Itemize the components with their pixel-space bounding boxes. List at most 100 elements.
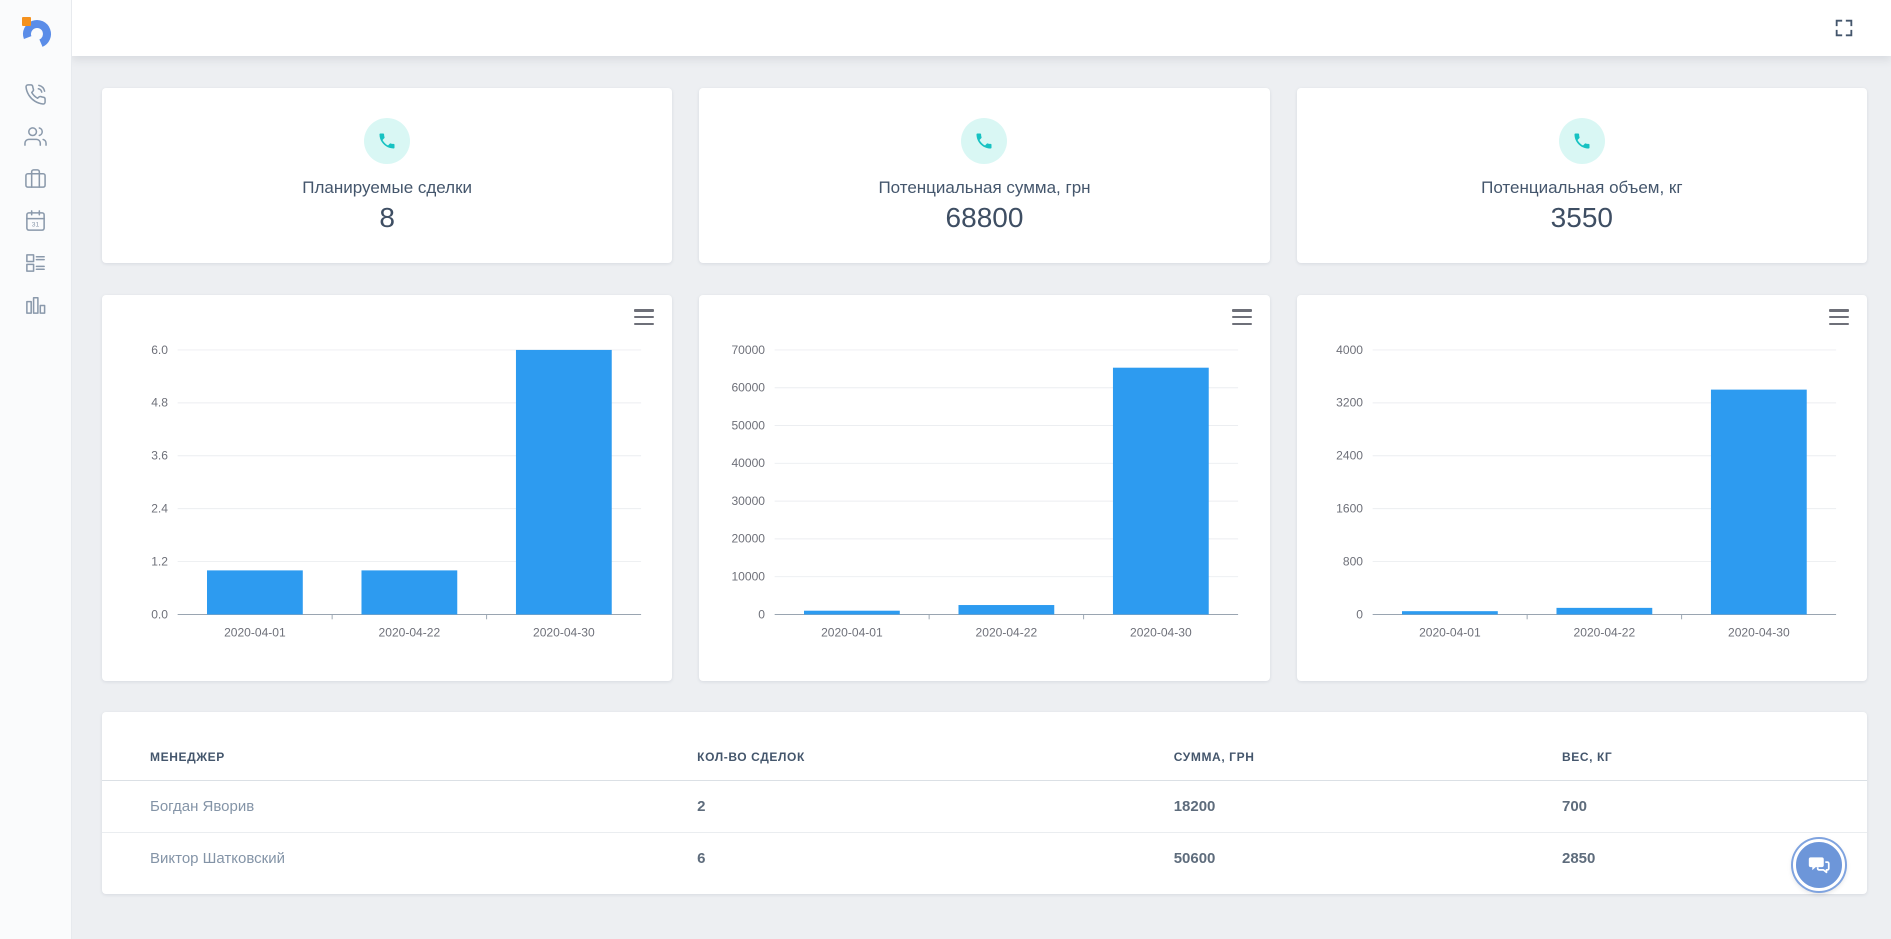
svg-text:10000: 10000 (732, 570, 766, 584)
svg-text:31: 31 (32, 221, 40, 228)
table-row: Богдан Яворив 2 18200 700 (102, 780, 1867, 833)
value-cell: 6 (697, 850, 706, 867)
bar (804, 610, 901, 615)
phone-icon (976, 133, 992, 148)
charts-row: 0.0 1.2 2.4 3.6 4.8 6.0 2020-04-01 2020-04-22 20… (102, 263, 1867, 681)
app-logo[interactable] (16, 12, 56, 52)
svg-text:20000: 20000 (732, 532, 766, 546)
stat-icon-circle (1558, 117, 1605, 164)
bar (1113, 367, 1210, 615)
table-header-row: МЕНЕДЖЕР КОЛ-ВО СДЕЛОК СУММА, ГРН ВЕС, К… (102, 736, 1867, 781)
svg-text:0.0: 0.0 (151, 607, 168, 621)
sidebar-item-stats[interactable] (16, 292, 56, 316)
sidebar-item-contacts[interactable] (16, 124, 56, 148)
svg-text:2020-04-30: 2020-04-30 (1130, 626, 1192, 640)
svg-text:30000: 30000 (732, 494, 766, 508)
manager-name-cell: Богдан Яворив (102, 780, 650, 833)
stat-title: Планируемые сделки (302, 177, 473, 197)
bar (1556, 607, 1652, 615)
stat-value: 68800 (945, 201, 1024, 233)
bar (1401, 611, 1498, 615)
svg-text:60000: 60000 (732, 381, 766, 395)
chart-card-weight: 0 800 1600 2400 3200 4000 2020-04-01 2020-04-22… (1296, 295, 1867, 681)
svg-text:4.8: 4.8 (151, 396, 168, 410)
stat-value: 8 (379, 201, 395, 233)
managers-table: МЕНЕДЖЕР КОЛ-ВО СДЕЛОК СУММА, ГРН ВЕС, К… (102, 736, 1867, 884)
fullscreen-button[interactable] (1831, 15, 1857, 41)
chat-bubbles-icon (1808, 857, 1830, 874)
svg-text:70000: 70000 (732, 343, 766, 357)
svg-text:3.6: 3.6 (151, 449, 168, 463)
managers-table-card: МЕНЕДЖЕР КОЛ-ВО СДЕЛОК СУММА, ГРН ВЕС, К… (102, 712, 1867, 894)
svg-text:6.0: 6.0 (151, 343, 168, 357)
bar (515, 349, 612, 615)
top-bar (72, 0, 1891, 56)
weight-bar-chart: 0 800 1600 2400 3200 4000 2020-04-01 2020-04-22… (1336, 343, 1836, 640)
svg-text:1600: 1600 (1336, 502, 1363, 516)
sidebar-item-board[interactable] (16, 250, 56, 274)
chart-menu-icon[interactable] (634, 309, 655, 325)
svg-text:1.2: 1.2 (151, 554, 168, 568)
chart-menu-icon[interactable] (1828, 309, 1849, 325)
svg-text:0: 0 (759, 607, 766, 621)
users-icon (24, 126, 47, 146)
svg-text:2020-04-22: 2020-04-22 (379, 626, 441, 640)
column-header-sum: СУММА, ГРН (1125, 736, 1514, 781)
logo-icon (21, 17, 51, 48)
column-header-weight: ВЕС, КГ (1513, 736, 1867, 781)
bar (207, 570, 303, 615)
svg-text:2020-04-30: 2020-04-30 (533, 626, 595, 640)
deals-bar-chart: 0.0 1.2 2.4 3.6 4.8 6.0 2020-04-01 2020-04-22 20… (151, 343, 642, 640)
stat-card-planned-deals: Планируемые сделки 8 (102, 88, 673, 263)
stat-card-potential-sum: Потенциальная сумма, грн 68800 (699, 88, 1270, 263)
svg-text:2020-04-01: 2020-04-01 (224, 626, 286, 640)
stats-row: Планируемые сделки 8 Потенциальная сумма… (102, 88, 1867, 263)
sidebar-item-calls[interactable] (16, 82, 56, 106)
value-cell: 2850 (1561, 850, 1596, 867)
sum-bar-chart: 0 10000 20000 30000 40000 50000 60000 70000 2020… (732, 343, 1239, 640)
svg-text:2400: 2400 (1336, 449, 1363, 463)
phone-icon (1574, 133, 1590, 148)
bar (361, 570, 458, 615)
managers-table-body: Богдан Яворив 2 18200 700 Виктор Шатковский 6… (102, 780, 1867, 885)
sidebar-item-deals[interactable] (16, 166, 56, 190)
svg-text:2020-04-30: 2020-04-30 (1728, 626, 1790, 640)
main-content: Планируемые сделки 8 Потенциальная сумма… (72, 56, 1891, 894)
fullscreen-icon (1835, 19, 1853, 37)
calendar-icon: 31 (26, 209, 45, 231)
svg-text:2020-04-22: 2020-04-22 (976, 626, 1038, 640)
chart-card-sum: 0 10000 20000 30000 40000 50000 60000 70000 2020… (699, 295, 1270, 681)
value-cell: 700 (1513, 780, 1867, 833)
svg-text:4000: 4000 (1336, 343, 1363, 357)
bar (1710, 389, 1807, 615)
svg-text:2020-04-01: 2020-04-01 (1419, 626, 1481, 640)
svg-text:0: 0 (1356, 607, 1363, 621)
bar-chart-icon (26, 296, 46, 314)
stat-icon-circle (364, 117, 411, 164)
sidebar-item-calendar[interactable]: 31 (16, 208, 56, 232)
briefcase-icon (25, 168, 46, 188)
svg-text:800: 800 (1343, 554, 1363, 568)
sidebar-nav: 31 (16, 82, 56, 316)
table-row: Виктор Шатковский 6 50600 2850 (102, 833, 1867, 885)
chat-widget-button[interactable] (1793, 839, 1845, 891)
stat-icon-circle (961, 117, 1008, 164)
value-cell: 50600 (1173, 850, 1216, 867)
svg-text:50000: 50000 (732, 418, 766, 432)
value-cell: 18200 (1125, 780, 1514, 833)
svg-text:3200: 3200 (1336, 396, 1363, 410)
svg-text:2.4: 2.4 (151, 502, 168, 516)
svg-text:2020-04-22: 2020-04-22 (1573, 626, 1635, 640)
column-header-deal-count: КОЛ-ВО СДЕЛОК (649, 736, 1126, 781)
svg-text:40000: 40000 (732, 456, 766, 470)
stat-card-potential-weight: Потенциальная объем, кг 3550 (1296, 88, 1867, 263)
stat-title: Потенциальная сумма, грн (878, 177, 1091, 197)
value-cell: 2 (649, 780, 1126, 833)
chart-card-deals: 0.0 1.2 2.4 3.6 4.8 6.0 2020-04-01 2020-04-22 20… (102, 295, 673, 681)
stat-value: 3550 (1550, 201, 1613, 233)
svg-text:2020-04-01: 2020-04-01 (821, 626, 883, 640)
sidebar: 31 (0, 0, 72, 939)
chart-menu-icon[interactable] (1231, 309, 1252, 325)
phone-call-icon (25, 83, 46, 105)
bar (958, 605, 1055, 615)
